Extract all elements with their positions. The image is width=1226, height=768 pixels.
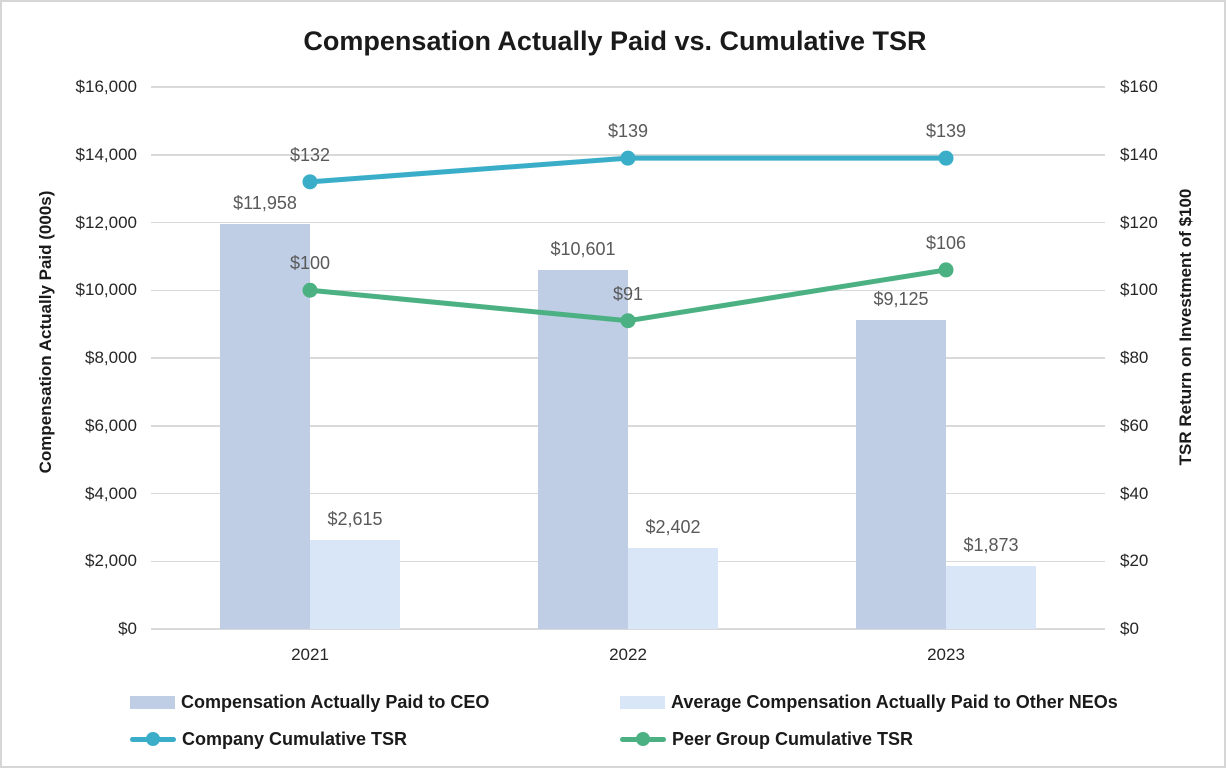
left-axis-tick-label: $14,000 [75,144,137,164]
bar-data-label: $1,873 [963,534,1019,555]
right-axis-tick-label: $140 [1120,144,1158,164]
legend-label: Company Cumulative TSR [182,728,408,749]
legend-line-marker [636,732,650,746]
right-axis-tick-label: $120 [1120,212,1158,232]
left-axis-tick-label: $2,000 [85,551,137,571]
left-axis-tick-label: $0 [118,619,137,638]
line-data-label: $91 [612,283,644,304]
x-axis-label: 2022 [609,645,647,664]
right-axis-tick-label: $80 [1120,348,1149,367]
bar-data-label: $2,402 [645,516,701,537]
left-axis-title: Compensation Actually Paid (000s) [36,190,55,474]
legend-line-marker [146,732,160,746]
legend-item: Average Compensation Actually Paid to Ot… [620,691,1118,713]
right-axis-tick-label: $100 [1120,280,1158,300]
company-tsr-line [307,155,949,185]
legend-item: Compensation Actually Paid to CEO [130,691,489,713]
legend-line-swatch [130,731,176,747]
line-data-label: $100 [289,253,331,274]
left-axis-tick-label: $6,000 [85,415,137,435]
ceo-bar [538,269,628,629]
line-marker [938,150,954,166]
line-data-label: $132 [289,144,331,165]
gridline [151,425,1105,427]
x-axis-label: 2021 [291,645,329,664]
right-axis-tick-label: $0 [1120,619,1139,638]
legend-bar-swatch [130,695,175,709]
left-axis-tick-label: $8,000 [85,348,137,367]
legend-label: Average Compensation Actually Paid to Ot… [671,691,1118,712]
right-axis-title: TSR Return on Investment of $100 [1176,188,1195,466]
legend-label: Peer Group Cumulative TSR [672,728,914,749]
legend-line-swatch [620,731,666,747]
line-marker [620,150,636,166]
line-data-label: $139 [925,121,967,142]
legend-bar-swatch [620,695,665,709]
chart-title: Compensation Actually Paid vs. Cumulativ… [303,26,927,56]
ceo-bar [220,223,310,629]
left-axis-tick-label: $12,000 [75,212,137,232]
legend-item: Company Cumulative TSR [130,728,407,750]
line-data-label: $139 [607,121,649,142]
legend-label: Compensation Actually Paid to CEO [181,691,490,712]
left-axis-tick-label: $16,000 [75,77,137,96]
bar-data-label: $10,601 [550,238,616,259]
x-axis-label: 2023 [927,645,965,664]
right-axis-tick-label: $160 [1120,77,1158,96]
right-axis-tick-label: $40 [1120,483,1149,503]
legend-item: Peer Group Cumulative TSR [620,728,913,750]
left-axis-tick-label: $10,000 [75,280,137,300]
left-axis-tick-label: $4,000 [85,483,137,503]
neo-bar [946,565,1036,629]
line-marker [938,262,954,278]
right-axis-tick-label: $60 [1120,415,1149,435]
gridline [151,628,1105,630]
gridline [151,492,1105,495]
ceo-bar [856,319,946,629]
gridline [151,86,1105,88]
bar-data-label: $2,615 [327,509,383,530]
neo-bar [310,540,400,629]
right-axis-tick-label: $20 [1120,551,1149,571]
neo-bar [628,547,718,629]
gridline [151,221,1105,224]
bar-data-label: $11,958 [233,192,297,213]
line-data-label: $106 [925,232,967,253]
gridline [151,357,1105,359]
line-marker [302,174,318,190]
bar-data-label: $9,125 [873,288,929,309]
